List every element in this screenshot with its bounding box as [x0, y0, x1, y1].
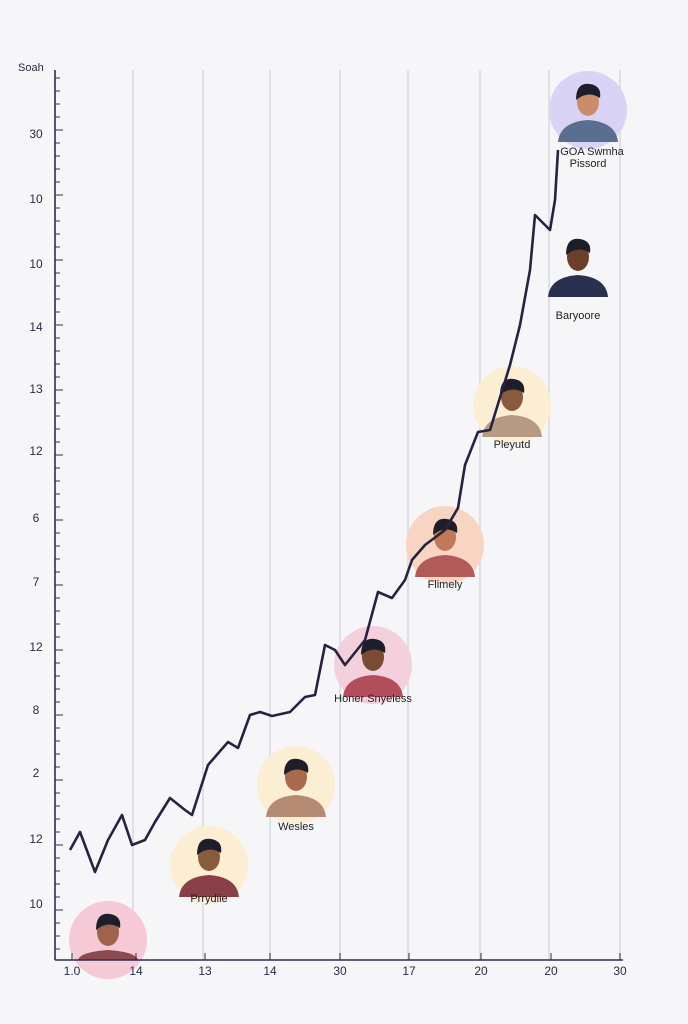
person-label: Honer Snyeless	[334, 693, 412, 705]
y-tick-label: 14	[29, 320, 43, 334]
person-label: Baryoore	[556, 310, 601, 322]
avatar	[334, 626, 412, 704]
person-label: Pleyutd	[494, 439, 531, 451]
x-tick-label: 13	[198, 964, 212, 978]
avatar	[549, 71, 627, 149]
avatar-body	[558, 120, 618, 142]
y-tick-label: 13	[29, 382, 43, 396]
y-tick-label: 8	[33, 703, 40, 717]
avatar-hair	[284, 758, 309, 775]
axis-title: Soah	[18, 62, 44, 74]
x-tick-label: 14	[263, 964, 277, 978]
x-tick-label: 14	[129, 964, 143, 978]
trend-line	[68, 149, 560, 874]
avatar-hair	[433, 518, 458, 535]
y-tick-label: 12	[29, 640, 43, 654]
avatar-hair	[566, 238, 591, 255]
x-tick-label: 1.0	[64, 964, 81, 978]
avatar	[170, 826, 248, 904]
avatars	[69, 71, 627, 979]
avatar-body	[266, 795, 326, 817]
x-tick-label: 20	[544, 964, 558, 978]
avatar-hair	[500, 378, 525, 395]
x-tick-label: 30	[333, 964, 347, 978]
y-tick-label: 10	[29, 897, 43, 911]
avatar-hair	[576, 83, 601, 100]
avatar-body	[482, 415, 542, 437]
y-tick-label: 10	[29, 192, 43, 206]
avatar-body	[548, 275, 608, 297]
person-label: Flimely	[428, 579, 463, 591]
person-label: Wesles	[278, 821, 314, 833]
avatar	[473, 366, 551, 444]
x-tick-label: 17	[402, 964, 416, 978]
person-label: GOA Swmha	[560, 146, 624, 158]
avatar-hair	[96, 913, 121, 930]
avatar-body	[78, 950, 138, 960]
y-tick-label: 7	[33, 575, 40, 589]
avatar	[257, 746, 335, 824]
avatar-body	[343, 675, 403, 697]
y-tick-label: 2	[33, 766, 40, 780]
y-tick-label: 12	[29, 832, 43, 846]
x-tick-label: 20	[474, 964, 488, 978]
y-tick-label: 30	[29, 127, 43, 141]
y-tick-label: 6	[33, 511, 40, 525]
grid	[132, 70, 621, 960]
person-sublabel: Pissord	[570, 158, 607, 170]
avatar-body	[179, 875, 239, 897]
avatar-hair	[197, 838, 222, 855]
x-tick-label: 30	[613, 964, 627, 978]
ticks	[55, 77, 621, 960]
person-label: Prrydiie	[190, 893, 227, 905]
avatar-body	[415, 555, 475, 577]
avatar-hair	[361, 638, 386, 655]
y-tick-label: 12	[29, 444, 43, 458]
avatar	[548, 238, 608, 297]
y-tick-label: 10	[29, 257, 43, 271]
avatar	[406, 506, 484, 584]
